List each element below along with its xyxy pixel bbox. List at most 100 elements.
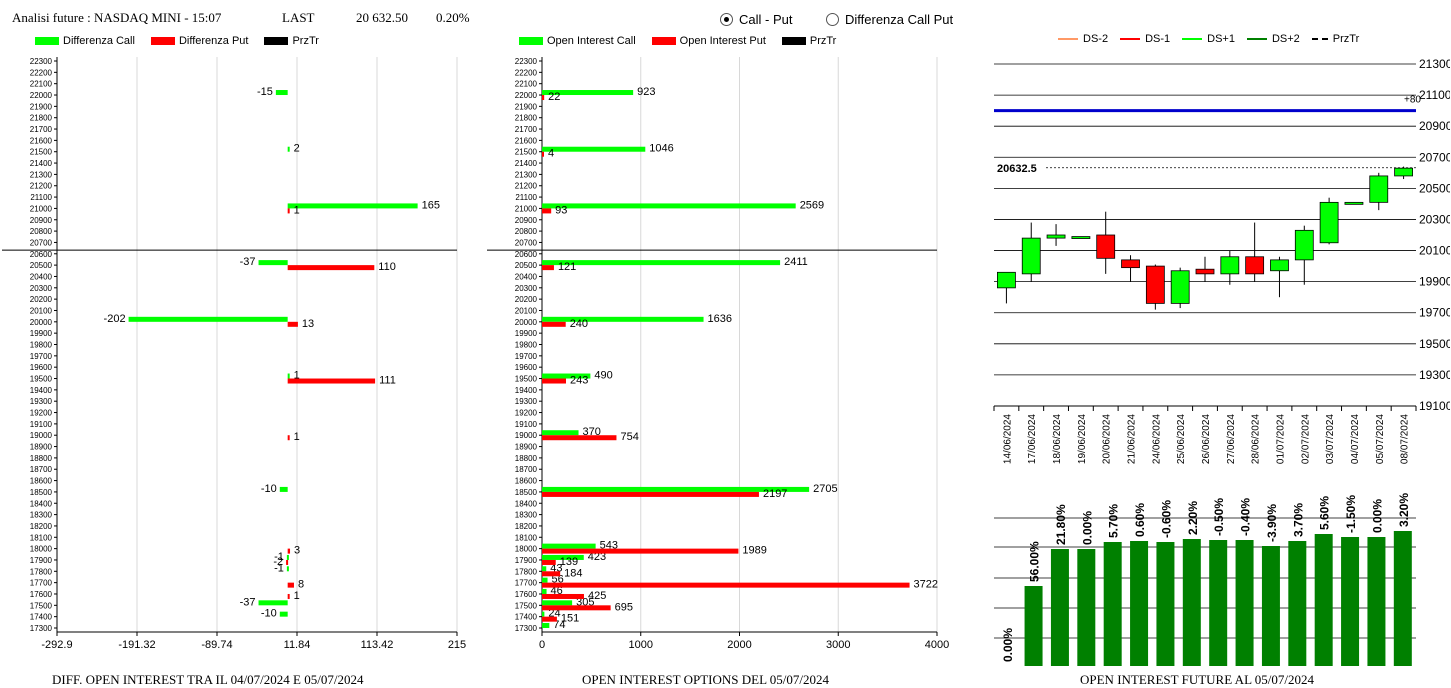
bar-put [542, 378, 566, 384]
y-tick-label: 21800 [515, 114, 538, 123]
x-tick-label: 19/06/2024 [1077, 414, 1088, 464]
legend-label-dsm2: DS-2 [1083, 33, 1109, 45]
y-tick-label: 18100 [30, 533, 53, 542]
legend-label-dsp2: DS+2 [1271, 33, 1300, 45]
y-tick-label: 20600 [30, 250, 53, 259]
data-label: 1046 [649, 143, 673, 155]
y-tick-label: 18700 [30, 465, 53, 474]
oi-bar-label: 21.80% [1054, 504, 1068, 545]
data-label: -37 [240, 596, 256, 608]
y-tick-label: 17600 [30, 590, 53, 599]
bar-put [542, 491, 759, 497]
bar-call [542, 543, 596, 549]
x-tick-label: 113.42 [361, 639, 394, 650]
oi-bar-label: 0.60% [1133, 503, 1147, 537]
legend-label-put: Differenza Put [178, 35, 249, 47]
oi-bar-label: 5.60% [1318, 496, 1332, 530]
y-tick-label: 21100 [1419, 88, 1450, 102]
candle-body [1046, 234, 1066, 239]
data-label: 695 [615, 601, 633, 613]
y-tick-label: 18500 [30, 488, 53, 497]
y-tick-label: 21000 [30, 204, 53, 213]
y-tick-label: 22300 [30, 57, 53, 66]
x-tick-label: 20/06/2024 [1102, 414, 1113, 464]
oi-bar-label: 56.00% [1028, 541, 1042, 582]
bar-put [542, 616, 557, 622]
data-label: 490 [594, 370, 612, 382]
legend-swatch-put [150, 37, 175, 45]
data-label: 4 [548, 148, 554, 160]
y-tick-label: 18200 [515, 522, 538, 531]
legend-diff: Differenza Call Differenza Put PrzTr [35, 35, 335, 47]
y-tick-label: 18600 [30, 477, 53, 486]
bar-put [287, 582, 294, 588]
oi-bar-label: -1.50% [1344, 495, 1358, 533]
data-label: 1 [294, 370, 300, 382]
y-tick-label: 17300 [515, 624, 538, 633]
radio-diff-call-put[interactable]: Differenza Call Put [826, 12, 953, 27]
y-tick-label: 20600 [515, 250, 538, 259]
data-label: -10 [261, 483, 277, 495]
data-label: 165 [422, 199, 440, 211]
data-label: 13 [302, 318, 314, 330]
bar-call [542, 430, 579, 436]
legend-label-oi-put: Open Interest Put [679, 35, 766, 47]
blue-level-label: +80 [1404, 95, 1421, 106]
oi-bar-label: 5.70% [1107, 504, 1121, 538]
last-change: 0.20% [436, 10, 470, 25]
radio-unchecked-icon [826, 13, 839, 26]
y-tick-label: 17600 [515, 590, 538, 599]
bar-put [542, 95, 545, 101]
y-tick-label: 20300 [30, 284, 53, 293]
y-tick-label: 19200 [30, 409, 53, 418]
y-tick-label: 17400 [30, 613, 53, 622]
x-tick-label: 08/07/2024 [1400, 414, 1411, 464]
y-tick-label: 20700 [1419, 150, 1450, 164]
data-label: 139 [560, 556, 578, 568]
x-tick-label: 24/06/2024 [1151, 414, 1162, 464]
bar-call [542, 611, 545, 617]
y-tick-label: 19500 [515, 375, 538, 384]
data-label: 110 [378, 261, 396, 273]
data-label: 754 [620, 431, 638, 443]
y-tick-label: 20500 [30, 261, 53, 270]
bar-call [128, 316, 288, 322]
y-tick-label: 20900 [30, 216, 53, 225]
candle-body [997, 271, 1016, 289]
y-tick-label: 17900 [515, 556, 538, 565]
bar-call [542, 260, 781, 266]
oi-bar [1393, 531, 1412, 666]
y-tick-label: 18500 [515, 488, 538, 497]
y-tick-label: 18900 [515, 443, 538, 452]
legend-swatch-oi-prz [781, 37, 806, 45]
y-tick-label: 21100 [30, 193, 52, 202]
y-tick-label: 22200 [515, 68, 538, 77]
candle-body [1170, 270, 1190, 304]
bar-put [542, 559, 556, 565]
x-tick-label: 01/07/2024 [1275, 414, 1286, 464]
bar-call [258, 260, 288, 266]
bar-call [279, 611, 288, 617]
bar-put [542, 593, 584, 599]
data-label: 1 [294, 590, 300, 602]
candle-body [1220, 256, 1240, 275]
y-tick-label: 22200 [30, 68, 53, 77]
oi-bar [1209, 540, 1228, 666]
data-label: 2 [294, 143, 300, 155]
data-label: 240 [570, 318, 588, 330]
legend-label-prz: PrzTr [292, 35, 319, 47]
y-tick-label: 19100 [1419, 399, 1450, 413]
legend-swatch-oi-put [651, 37, 676, 45]
data-label: 111 [379, 375, 396, 387]
bar-call [542, 600, 573, 606]
y-tick-label: 18200 [30, 522, 53, 531]
y-tick-label: 20300 [515, 284, 538, 293]
bar-put [542, 605, 611, 611]
y-tick-label: 21200 [30, 182, 53, 191]
radio-call-put[interactable]: Call - Put [720, 12, 792, 27]
y-tick-label: 21300 [515, 170, 538, 179]
y-tick-label: 19100 [30, 420, 53, 429]
y-tick-label: 19500 [30, 375, 53, 384]
x-tick-label: 2000 [727, 639, 751, 650]
y-tick-label: 21300 [30, 170, 53, 179]
